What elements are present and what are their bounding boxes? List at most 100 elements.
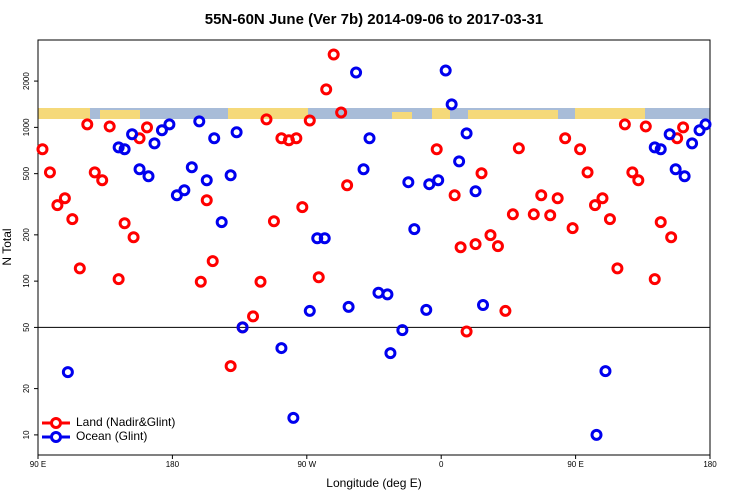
point: [267, 215, 280, 228]
point: [469, 185, 482, 198]
point: [66, 213, 79, 226]
plot-frame: [37, 39, 711, 456]
point: [142, 170, 155, 183]
point: [303, 114, 316, 127]
point: [357, 163, 370, 176]
point: [43, 166, 56, 179]
point: [73, 262, 86, 275]
point: [51, 199, 64, 212]
point: [648, 141, 661, 154]
point: [454, 241, 467, 254]
point: [275, 342, 288, 355]
point: [311, 232, 324, 245]
point: [155, 124, 168, 137]
point: [677, 121, 690, 134]
x-tick-label: 180: [703, 460, 717, 469]
y-tick-label: 500: [22, 166, 31, 180]
point: [247, 310, 260, 323]
point: [632, 174, 645, 187]
legend-label: Land (Nadir&Glint): [76, 415, 175, 429]
point: [350, 66, 363, 79]
point: [686, 137, 699, 150]
legend-label: Ocean (Glint): [76, 429, 147, 443]
point: [118, 143, 131, 156]
point: [178, 184, 191, 197]
point: [551, 192, 564, 205]
point: [230, 126, 243, 139]
point: [512, 142, 525, 155]
point: [296, 201, 309, 214]
point: [448, 189, 461, 202]
point: [469, 238, 482, 251]
point: [544, 209, 557, 222]
point: [596, 192, 609, 205]
point: [96, 174, 109, 187]
point: [603, 213, 616, 226]
point: [224, 169, 237, 182]
map-strip: [38, 108, 710, 119]
point: [236, 321, 249, 334]
point: [141, 121, 154, 134]
point: [112, 141, 125, 154]
y-tick-label: 50: [22, 322, 31, 331]
point: [484, 229, 497, 242]
point: [460, 325, 473, 338]
x-tick-label: 90 W: [297, 460, 316, 469]
point: [133, 163, 146, 176]
point: [208, 132, 221, 145]
point: [663, 128, 676, 141]
point: [206, 255, 219, 268]
y-tick-label: 20: [22, 384, 31, 393]
point: [618, 118, 631, 131]
point: [648, 273, 661, 286]
point: [581, 166, 594, 179]
point: [678, 170, 691, 183]
point: [58, 192, 71, 205]
point: [665, 231, 678, 244]
point: [654, 216, 667, 229]
point: [384, 347, 397, 360]
point: [194, 275, 207, 288]
point: [599, 365, 612, 378]
point: [432, 174, 445, 187]
point: [420, 303, 433, 316]
point: [499, 304, 512, 317]
point: [185, 161, 198, 174]
point: [112, 273, 125, 286]
point: [81, 118, 94, 131]
point: [290, 132, 303, 145]
point: [654, 143, 667, 156]
point: [200, 174, 213, 187]
point: [535, 189, 548, 202]
point: [527, 208, 540, 221]
point: [626, 166, 639, 179]
point: [148, 137, 161, 150]
point: [103, 120, 116, 133]
point: [559, 132, 572, 145]
y-tick-label: 100: [22, 274, 31, 288]
point: [287, 411, 300, 424]
point: [61, 366, 74, 379]
point: [320, 83, 333, 96]
point: [126, 128, 139, 141]
x-tick-label: 90 E: [30, 460, 46, 469]
point: [669, 163, 682, 176]
x-tick-label: 180: [166, 460, 180, 469]
point: [335, 106, 348, 119]
chart-title: 55N-60N June (Ver 7b) 2014-09-06 to 2017…: [205, 11, 544, 28]
point: [589, 199, 602, 212]
point: [590, 428, 603, 441]
x-axis-label: Longitude (deg E): [326, 476, 421, 490]
y-tick-label: 200: [22, 228, 31, 242]
point: [699, 118, 712, 131]
point: [439, 64, 452, 77]
point: [566, 222, 579, 235]
y-tick-label: 10: [22, 430, 31, 439]
point: [491, 240, 504, 253]
point: [341, 179, 354, 192]
point: [477, 298, 490, 311]
point: [402, 176, 415, 189]
point: [363, 132, 376, 145]
x-tick-label: 90 E: [567, 460, 583, 469]
